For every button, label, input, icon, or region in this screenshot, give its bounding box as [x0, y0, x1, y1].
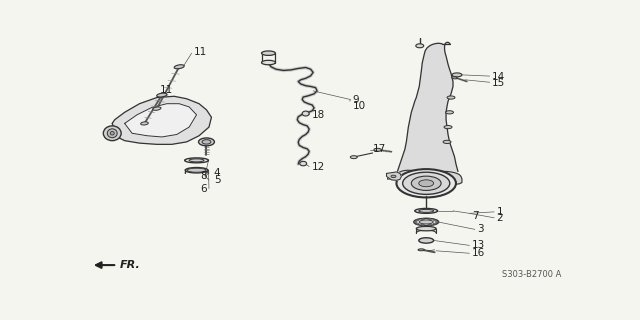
Ellipse shape — [418, 249, 424, 251]
Text: 10: 10 — [353, 101, 366, 111]
Text: 16: 16 — [472, 248, 485, 258]
Polygon shape — [125, 104, 196, 137]
Ellipse shape — [403, 172, 450, 194]
Polygon shape — [388, 170, 462, 184]
Ellipse shape — [435, 221, 439, 223]
Text: 12: 12 — [312, 162, 325, 172]
Ellipse shape — [103, 126, 121, 141]
Text: 11: 11 — [159, 85, 173, 95]
Ellipse shape — [415, 208, 438, 213]
Ellipse shape — [419, 220, 433, 224]
Ellipse shape — [108, 129, 117, 138]
Text: 4: 4 — [214, 168, 221, 179]
Ellipse shape — [302, 111, 309, 116]
Ellipse shape — [416, 44, 424, 48]
Ellipse shape — [412, 176, 441, 190]
Ellipse shape — [419, 209, 434, 212]
Ellipse shape — [189, 159, 204, 162]
Ellipse shape — [443, 140, 451, 143]
Ellipse shape — [415, 220, 419, 221]
Ellipse shape — [110, 132, 114, 135]
Text: 15: 15 — [492, 78, 505, 88]
Text: 13: 13 — [472, 240, 485, 250]
Ellipse shape — [444, 125, 452, 129]
Ellipse shape — [433, 220, 436, 221]
Ellipse shape — [421, 218, 424, 220]
Text: 11: 11 — [194, 47, 207, 57]
Text: 3: 3 — [477, 224, 483, 234]
Ellipse shape — [445, 111, 454, 114]
Text: 14: 14 — [492, 72, 505, 82]
Ellipse shape — [185, 167, 208, 173]
Text: 9: 9 — [353, 95, 360, 105]
Polygon shape — [387, 172, 401, 180]
Text: 2: 2 — [497, 213, 503, 223]
Ellipse shape — [419, 238, 434, 243]
Ellipse shape — [416, 227, 436, 231]
Text: 18: 18 — [312, 110, 325, 120]
Ellipse shape — [157, 93, 167, 97]
Text: FR.: FR. — [120, 260, 140, 269]
Ellipse shape — [415, 223, 419, 224]
Ellipse shape — [300, 161, 307, 166]
Polygon shape — [112, 96, 211, 144]
Text: 1: 1 — [497, 207, 503, 217]
Text: 17: 17 — [372, 144, 386, 154]
Polygon shape — [397, 42, 458, 172]
Ellipse shape — [198, 138, 214, 146]
Text: 8: 8 — [200, 172, 207, 181]
Ellipse shape — [396, 169, 456, 197]
Text: 5: 5 — [214, 175, 221, 185]
Ellipse shape — [414, 218, 438, 226]
Text: 6: 6 — [200, 184, 207, 194]
Ellipse shape — [452, 77, 458, 79]
Ellipse shape — [153, 107, 161, 110]
Ellipse shape — [421, 224, 424, 226]
Text: S303-B2700 A: S303-B2700 A — [502, 270, 561, 279]
Ellipse shape — [350, 156, 357, 159]
Ellipse shape — [391, 175, 396, 178]
Ellipse shape — [262, 60, 275, 65]
Ellipse shape — [452, 73, 462, 77]
Ellipse shape — [185, 158, 209, 163]
Ellipse shape — [202, 140, 211, 144]
Ellipse shape — [141, 122, 148, 125]
Ellipse shape — [262, 51, 275, 55]
Text: 7: 7 — [472, 211, 479, 221]
Ellipse shape — [447, 96, 455, 99]
Ellipse shape — [413, 221, 417, 223]
Ellipse shape — [428, 224, 431, 226]
Ellipse shape — [374, 148, 381, 151]
Ellipse shape — [187, 168, 206, 172]
Ellipse shape — [419, 180, 434, 187]
Ellipse shape — [174, 65, 184, 69]
Ellipse shape — [428, 218, 431, 220]
Ellipse shape — [433, 223, 436, 224]
